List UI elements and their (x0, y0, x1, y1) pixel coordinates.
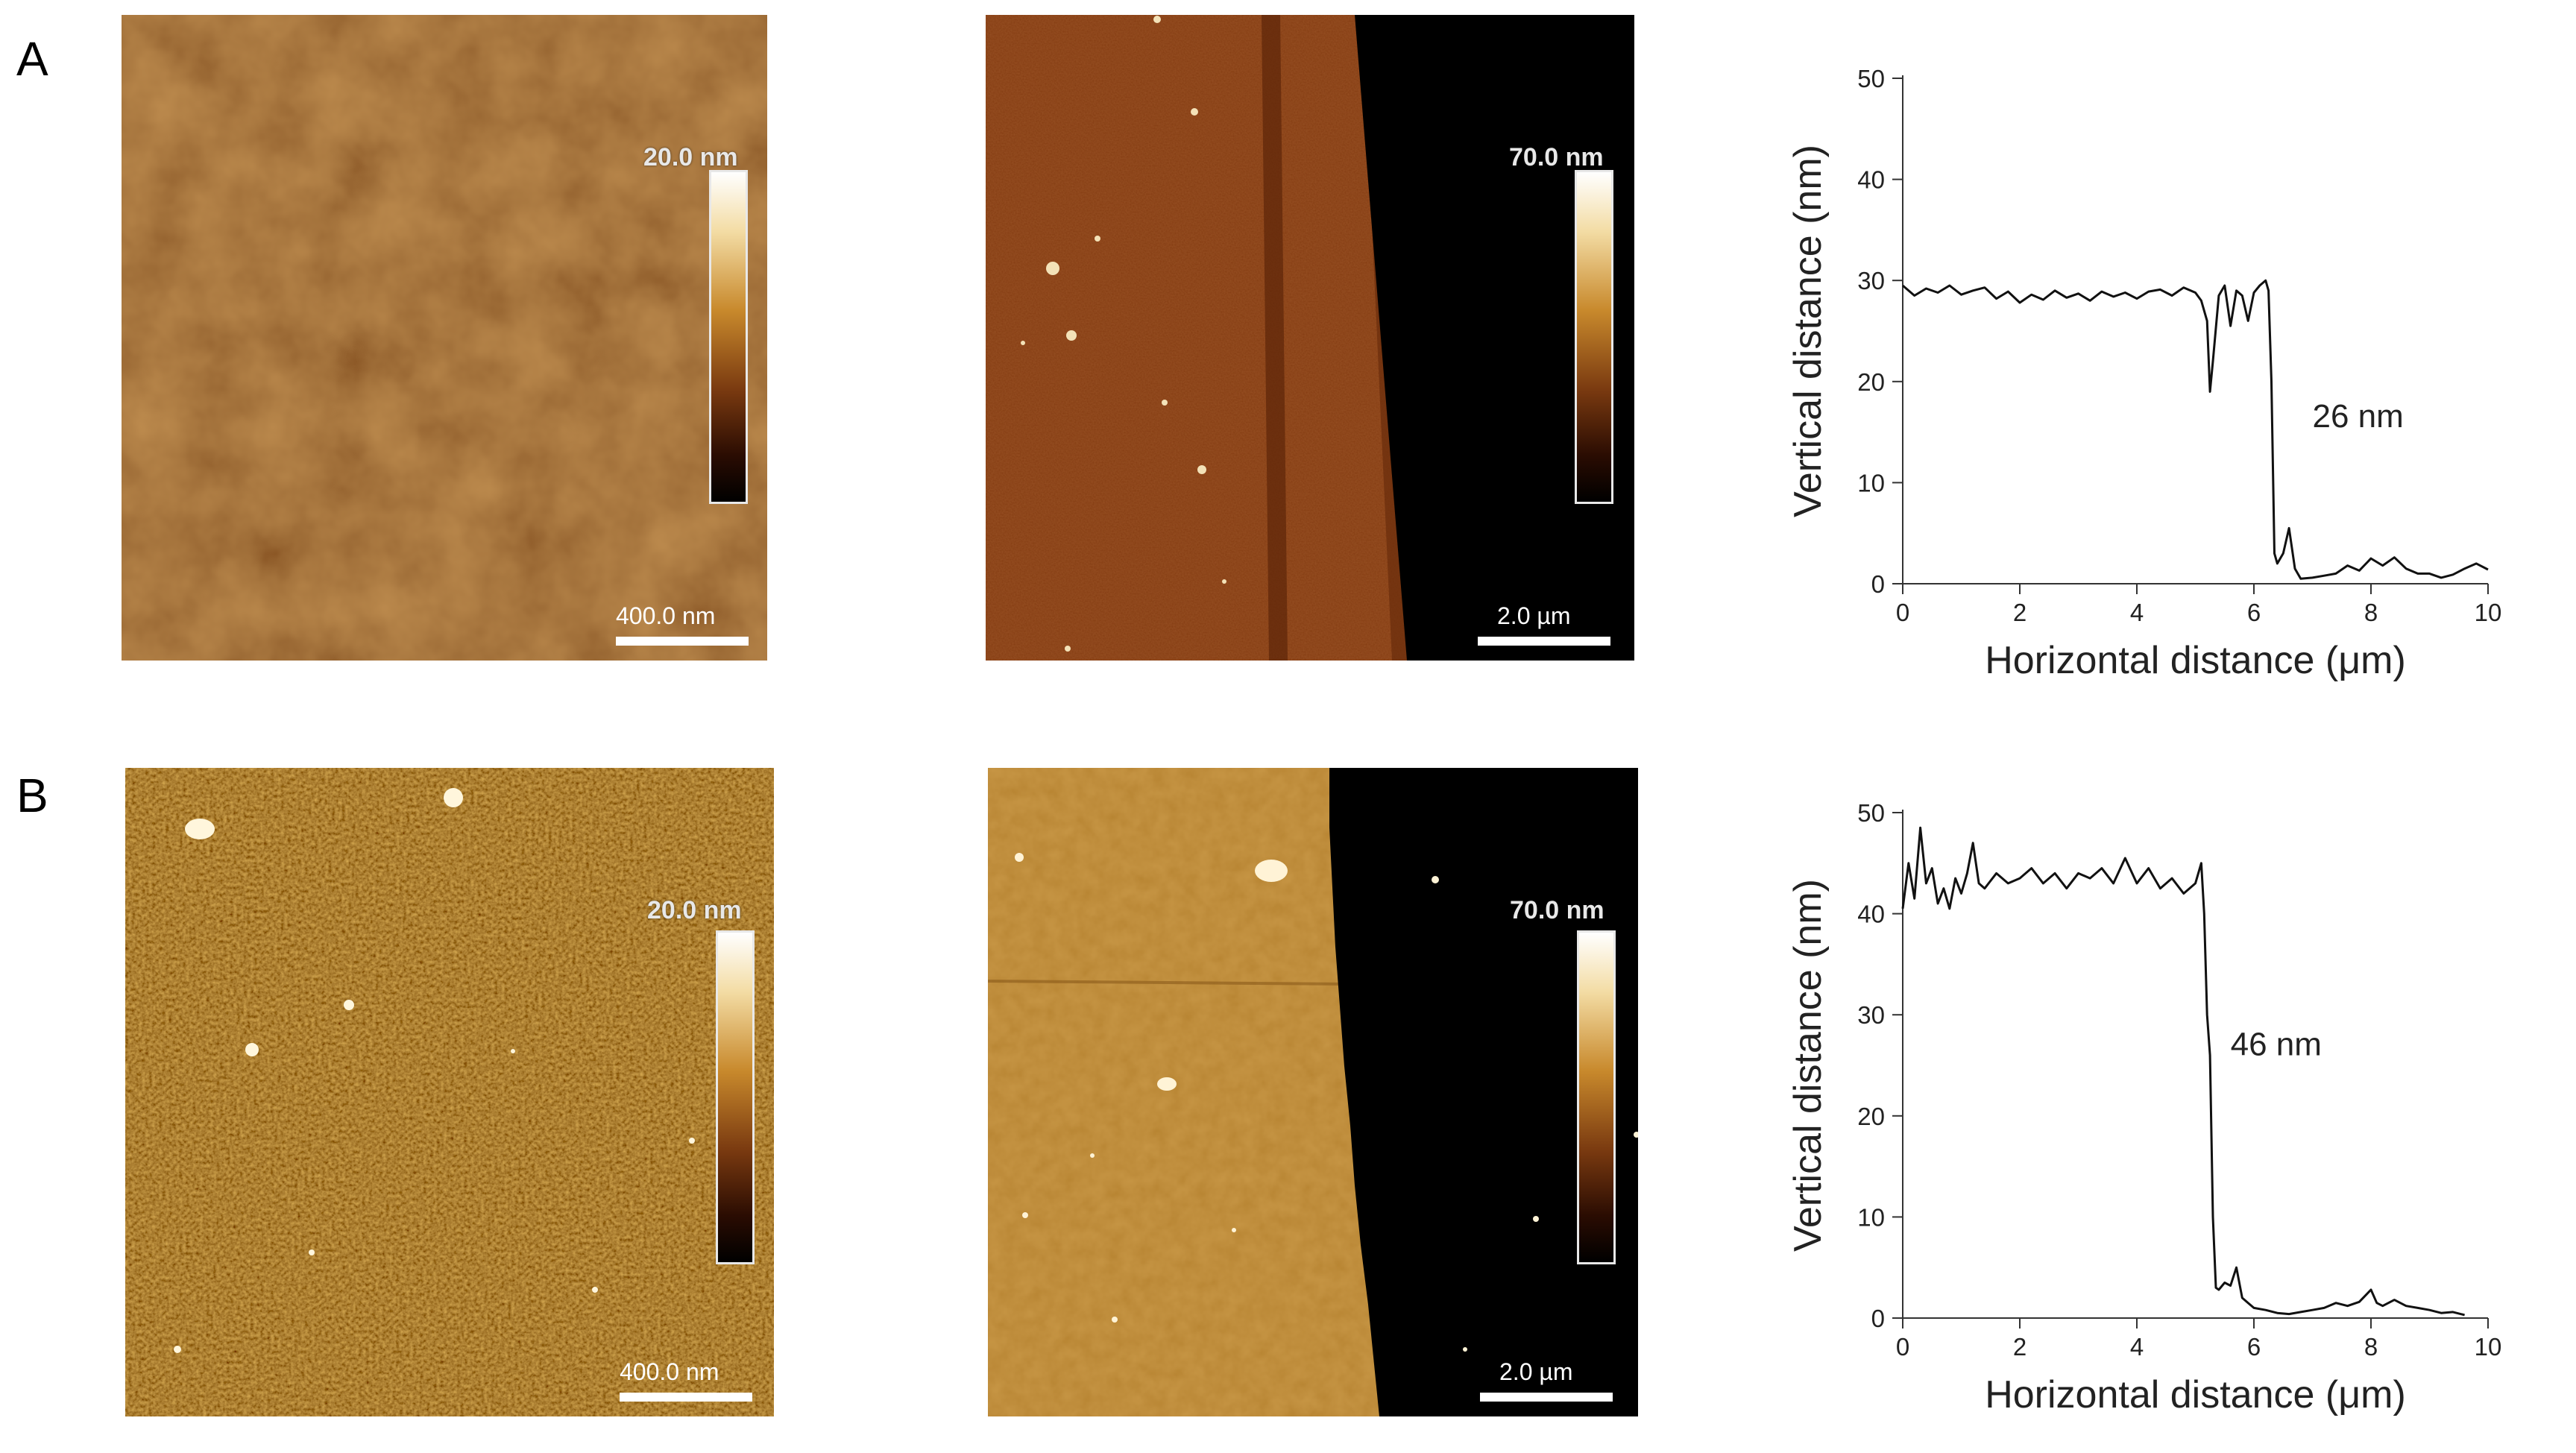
color-scale-max-label: 20.0 nm (647, 896, 742, 924)
color-scale-bar (709, 170, 748, 504)
color-scale-bar (716, 930, 755, 1264)
scale-bar (1480, 1393, 1613, 1402)
scale-bar-label: 400.0 nm (616, 602, 716, 629)
step-height-annotation: 26 nm (2313, 398, 2404, 435)
afm-texture (986, 15, 1634, 661)
x-axis-title: Horizontal distance (μm) (1985, 639, 2406, 682)
x-tick-label: 0 (1896, 1333, 1909, 1361)
y-tick-label: 40 (1857, 166, 1885, 194)
scale-bar (620, 1393, 752, 1402)
y-axis-title: Vertical distance (nm) (1786, 145, 1830, 517)
scale-bar-label: 2.0 µm (1499, 1358, 1573, 1385)
x-axis-title: Horizontal distance (μm) (1985, 1373, 2406, 1416)
panel-letter-a: A (16, 32, 48, 86)
y-tick-label: 20 (1857, 368, 1885, 396)
scale-bar-label: 400.0 nm (620, 1358, 719, 1385)
y-tick-label: 50 (1857, 799, 1885, 827)
x-tick-label: 10 (2475, 599, 2502, 626)
afm-texture (988, 768, 1638, 1416)
y-tick-label: 50 (1857, 65, 1885, 92)
afm-image-b-large-scan: 70.0 nm 2.0 µm (988, 768, 1638, 1416)
height-profile-svg: 0 10 20 30 40 50 0 2 4 6 8 10 Horizontal distance (μ… (1786, 799, 2502, 1416)
y-tick-label: 30 (1857, 267, 1885, 294)
y-axis-title: Vertical distance (nm) (1786, 879, 1830, 1252)
height-profile-svg: 0 10 20 30 40 50 0 2 4 6 8 10 Horizontal distance (μ… (1786, 65, 2502, 682)
afm-image-a-large-scan: 70.0 nm 2.0 µm (986, 15, 1634, 661)
color-scale-max-label: 70.0 nm (1509, 143, 1604, 171)
y-tick-label: 20 (1857, 1103, 1885, 1130)
x-tick-label: 4 (2130, 599, 2144, 626)
color-scale-bar (1577, 930, 1616, 1264)
y-tick-label: 30 (1857, 1001, 1885, 1029)
x-tick-label: 8 (2364, 1333, 2378, 1361)
color-scale-bar (1575, 170, 1613, 504)
x-tick-label: 2 (2013, 599, 2027, 626)
x-tick-label: 6 (2247, 1333, 2261, 1361)
y-tick-label: 40 (1857, 901, 1885, 928)
x-tick-label: 2 (2013, 1333, 2027, 1361)
x-tick-label: 0 (1896, 599, 1909, 626)
afm-image-a-small-scan: 20.0 nm 400.0 nm (122, 15, 767, 661)
afm-image-b-small-scan: 20.0 nm 400.0 nm (125, 768, 774, 1416)
x-tick-label: 8 (2364, 599, 2378, 626)
afm-texture (122, 15, 767, 661)
x-tick-label: 6 (2247, 599, 2261, 626)
color-scale-max-label: 20.0 nm (643, 143, 738, 171)
scale-bar-label: 2.0 µm (1497, 602, 1571, 629)
profile-series-line (1902, 279, 2489, 580)
color-scale-max-label: 70.0 nm (1510, 896, 1605, 924)
y-tick-label: 0 (1871, 570, 1885, 598)
scale-bar (1478, 637, 1610, 646)
y-tick-label: 10 (1857, 469, 1885, 497)
profile-series-line (1901, 826, 2465, 1317)
panel-letter-b: B (16, 769, 48, 822)
x-tick-label: 4 (2130, 1333, 2144, 1361)
x-tick-label: 10 (2475, 1333, 2502, 1361)
height-profile-chart-a: 0 10 20 30 40 50 0 2 4 6 8 10 Horizontal distance (μ… (1760, 45, 2565, 716)
height-profile-chart-b: 0 10 20 30 40 50 0 2 4 6 8 10 Horizontal distance (μ… (1760, 783, 2565, 1450)
afm-texture (125, 768, 774, 1416)
y-tick-label: 0 (1871, 1305, 1885, 1332)
y-tick-label: 10 (1857, 1203, 1885, 1231)
scale-bar (616, 637, 749, 646)
step-height-annotation: 46 nm (2231, 1026, 2322, 1062)
